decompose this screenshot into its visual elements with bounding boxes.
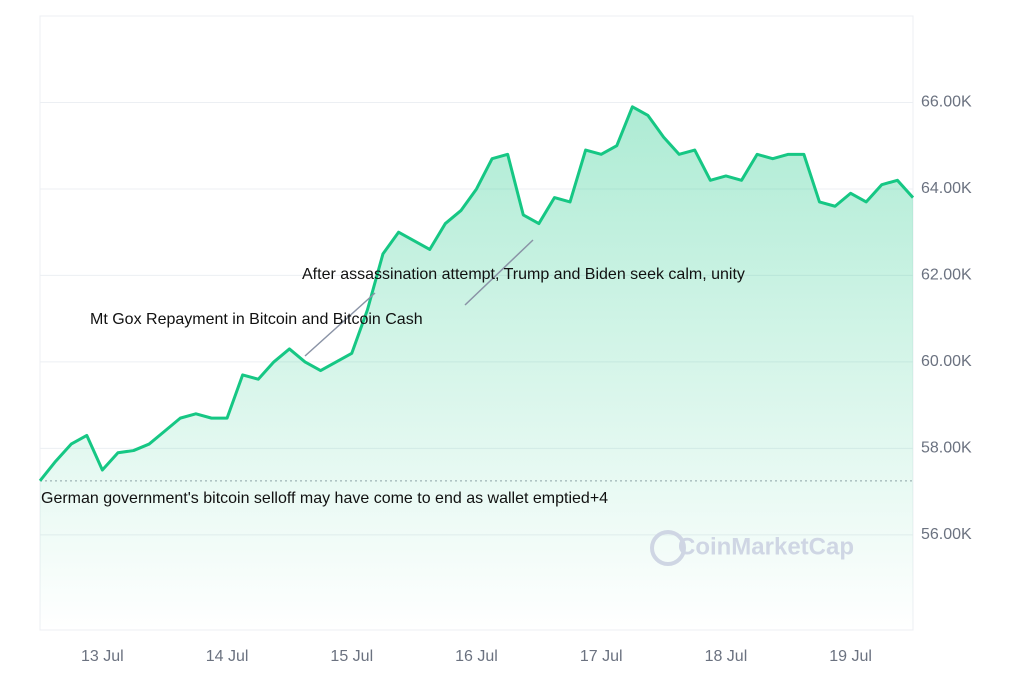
x-tick-label: 14 Jul xyxy=(206,648,249,665)
y-tick-label: 64.00K xyxy=(921,180,972,197)
line xyxy=(38,105,915,482)
y-tick-label: 62.00K xyxy=(921,267,972,284)
x-tick-label: 18 Jul xyxy=(705,648,748,665)
y-tick-label: 66.00K xyxy=(921,94,972,111)
annotation-leader xyxy=(304,292,376,357)
y-tick-label: 60.00K xyxy=(921,353,972,370)
plot xyxy=(38,105,915,631)
x-tick-label: 17 Jul xyxy=(580,648,623,665)
annotation: After assassination attempt, Trump and B… xyxy=(302,266,745,283)
annotation: Mt Gox Repayment in Bitcoin and Bitcoin … xyxy=(90,311,423,328)
x-tick-label: 13 Jul xyxy=(81,648,124,665)
x-tick-label: 15 Jul xyxy=(330,648,373,665)
y-tick-label: 56.00K xyxy=(921,526,972,543)
x-tick-label: 19 Jul xyxy=(829,648,872,665)
annotation-leader xyxy=(464,239,534,306)
area xyxy=(40,106,913,631)
watermark: CoinMarketCap xyxy=(678,533,854,560)
watermark-logo xyxy=(650,530,686,566)
x-tick-label: 16 Jul xyxy=(455,648,498,665)
y-tick-label: 58.00K xyxy=(921,440,972,457)
annotation: German government's bitcoin selloff may … xyxy=(41,490,608,507)
